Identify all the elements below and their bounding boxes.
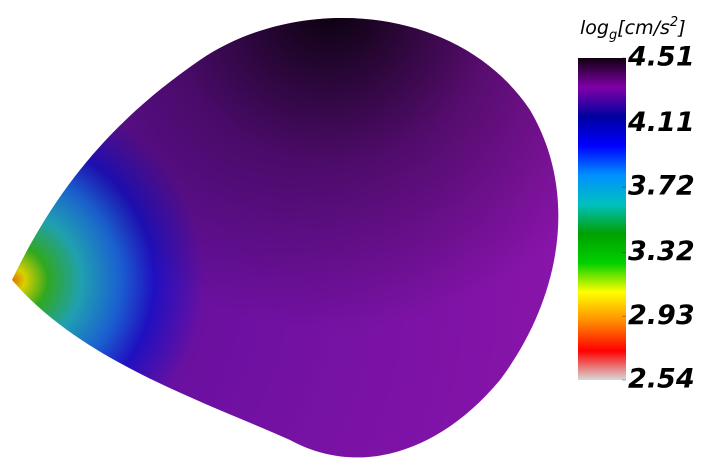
colorbar-tick-label: 2.54 (628, 364, 695, 395)
colorbar-label: logg[cm/s2] (580, 15, 686, 43)
figure: logg[cm/s2] 4.51 4.11 3.72 3.32 2.93 2.54 (0, 0, 708, 467)
colorbar (578, 58, 626, 380)
colorbar-tick-label: 3.72 (628, 171, 695, 202)
colorbar-tick-label: 4.11 (627, 107, 695, 138)
colorbar-tick-label: 3.32 (628, 236, 695, 267)
colorbar-tick-label: 4.51 (627, 42, 695, 73)
colorbar-tick-label: 2.93 (628, 300, 695, 331)
star-surface (12, 18, 558, 457)
